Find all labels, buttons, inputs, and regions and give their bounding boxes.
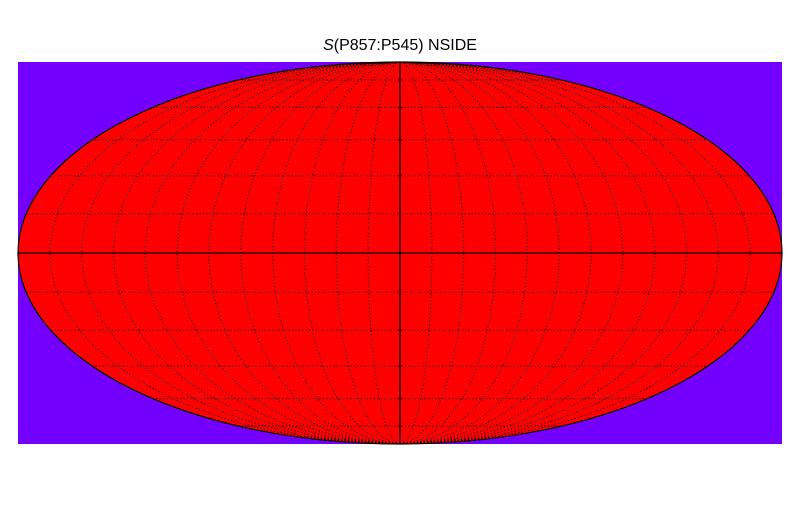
- meridian-line: [399, 62, 465, 444]
- map-outline: [17, 61, 783, 445]
- title-text: (P857:P545) NSIDE: [333, 37, 477, 54]
- map-title: S(P857:P545) NSIDE: [0, 36, 800, 56]
- meridian-line: [335, 62, 401, 444]
- title-symbol: S: [323, 37, 334, 54]
